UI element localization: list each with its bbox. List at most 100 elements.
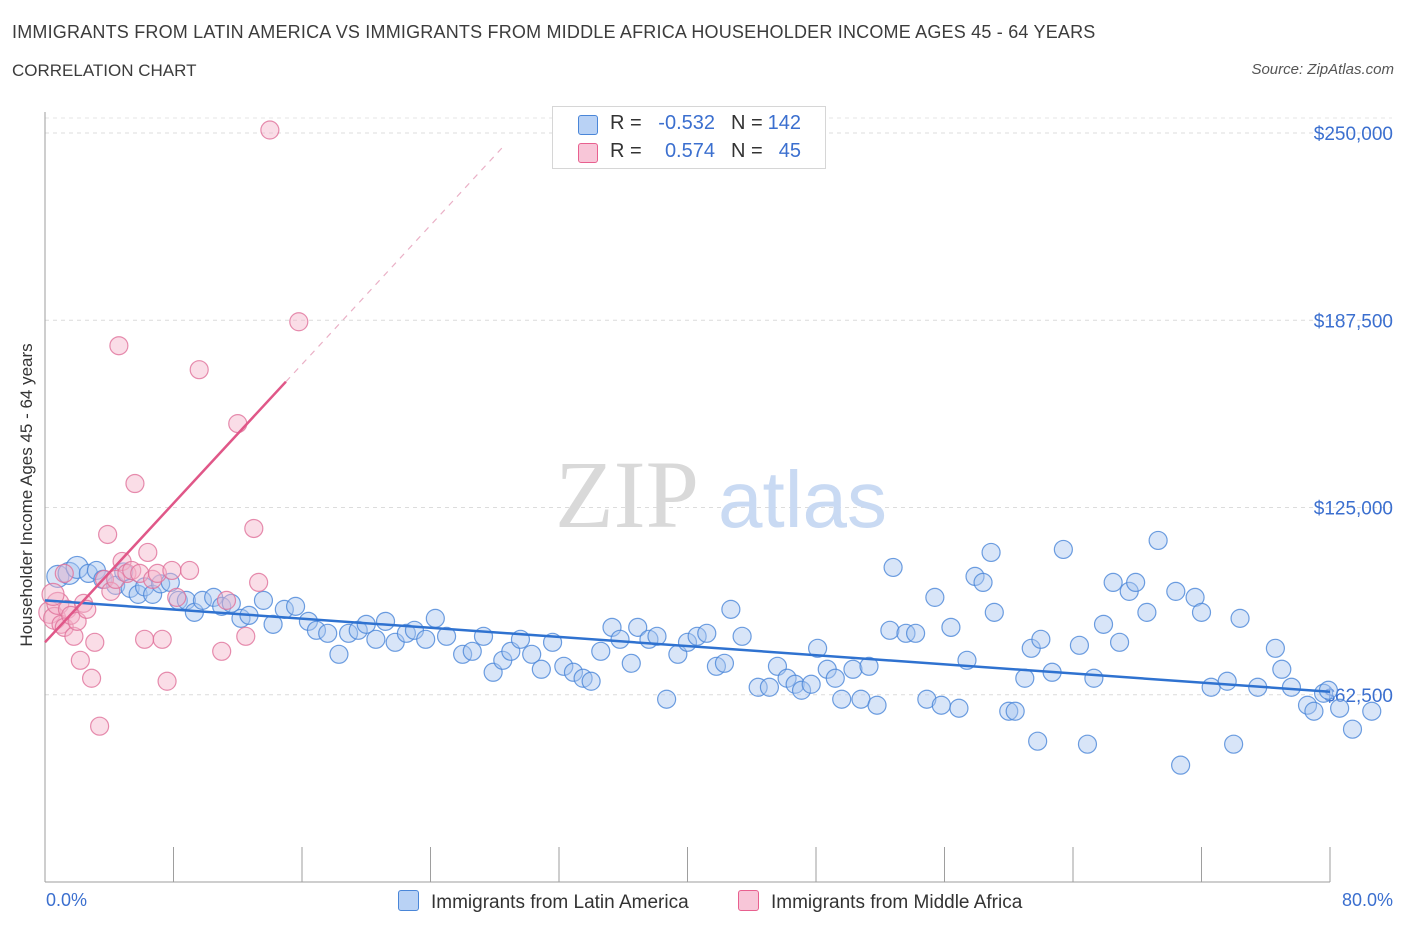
legend-r-label: R = [610,140,642,162]
data-point-latin [1230,608,1250,628]
data-point-latin [896,623,916,643]
data-point-latin [1281,677,1302,697]
trend-line-latin [44,599,1331,694]
data-point-africa [106,569,126,590]
data-point-latin [808,638,828,658]
data-point-latin [714,653,735,673]
data-point-latin [285,596,306,616]
data-point-latin [832,689,852,709]
data-point-latin [554,656,574,676]
data-point-africa [90,716,110,736]
legend-r-label: R = [610,112,642,134]
data-point-africa [85,632,105,652]
data-point-latin [1103,572,1123,593]
legend-n-value: 142 [767,112,801,134]
data-point-latin [1015,668,1035,688]
data-point-latin [984,602,1004,622]
data-point-latin [1166,581,1186,601]
trend-line-africa [44,380,287,644]
data-point-latin [981,542,1001,563]
legend-n-label: N = [731,112,763,134]
legend-n-label: N = [731,140,763,162]
source-credit: Source: ZipAtlas.com [1251,61,1394,78]
data-point-latin [1053,539,1073,560]
data-point-africa [101,581,121,601]
data-point-latin [318,623,338,643]
data-point-africa [236,626,256,646]
y-tick-labels: $62,500 $125,000 $187,500 $250,000 [1314,124,1393,707]
data-point-latin [748,677,768,697]
data-point-latin [1362,701,1382,721]
data-point-latin [941,617,961,637]
chart-title: IMMIGRANTS FROM LATIN AMERICA VS IMMIGRA… [12,22,1096,42]
data-point-latin [1084,668,1104,688]
data-point-latin [1217,671,1237,691]
data-point-latin [563,662,584,682]
data-point-latin [867,695,887,715]
data-point-latin [843,659,863,679]
data-point-latin [143,584,163,604]
data-point-africa [147,563,168,584]
watermark-atlas: atlas [718,455,887,544]
data-point-latin [1137,602,1157,622]
data-point-latin [732,626,752,646]
watermark-zip: ZIP [555,441,699,548]
data-point-africa [54,563,74,584]
data-point-latin [581,671,601,691]
data-point-latin [697,623,717,643]
y-tick-label: $125,000 [1314,499,1393,520]
data-point-africa [167,587,187,607]
data-point-latin [416,629,436,649]
data-point-latin [880,620,900,640]
data-point-africa [289,312,309,332]
bottom-legend-label-africa: Immigrants from Middle Africa [771,892,1023,913]
series-middle-africa-points [38,120,309,736]
data-point-africa [70,650,90,670]
bottom-legend-label-latin: Immigrants from Latin America [431,892,689,913]
data-point-latin [1093,614,1114,634]
data-point-africa [109,336,129,356]
data-point-latin [306,620,327,640]
data-point-africa [249,572,269,593]
correlation-legend: R = -0.532 N = 142 R = 0.574 N = 45 [552,106,826,169]
trend-line-africa-extension [285,146,504,383]
zipatlas-watermark: ZIP atlas [555,441,887,548]
data-point-latin [436,626,457,646]
y-tick-label: $250,000 [1314,124,1393,145]
data-point-latin [57,561,81,586]
data-point-latin [917,689,937,709]
y-tick-label: $62,500 [1324,686,1393,707]
y-tick-label: $187,500 [1314,311,1393,332]
data-point-latin [253,590,274,610]
chart-subtitle: CORRELATION CHART [12,61,197,80]
data-point-latin [647,626,667,646]
legend-n-value: 45 [778,140,801,162]
bottom-legend-latin: Immigrants from Latin America [398,890,689,914]
data-point-latin [1031,629,1051,649]
data-point-latin [1077,734,1098,754]
data-point-africa [81,668,102,688]
data-point-latin [628,617,648,637]
data-point-latin [366,629,386,649]
data-point-latin [931,695,951,715]
legend-r-value: -0.532 [658,112,715,134]
data-point-africa [157,671,177,691]
data-point-latin [1148,530,1168,551]
data-point-latin [462,641,482,661]
data-point-africa [212,641,232,661]
data-point-africa [179,560,200,581]
data-point-latin [522,644,542,664]
data-point-africa [260,120,280,140]
y-axis-label: Householder Income Ages 45 - 64 years [17,343,36,647]
bottom-legend-africa: Immigrants from Middle Africa [738,890,1022,914]
data-point-latin [591,641,611,661]
data-point-latin [949,698,969,718]
data-point-latin [610,629,630,649]
data-point-latin [883,557,903,578]
data-point-latin [192,590,213,610]
data-point-latin [329,644,349,664]
axes [44,112,1331,883]
data-point-latin [973,572,993,593]
legend-r-value: 0.574 [664,140,715,162]
